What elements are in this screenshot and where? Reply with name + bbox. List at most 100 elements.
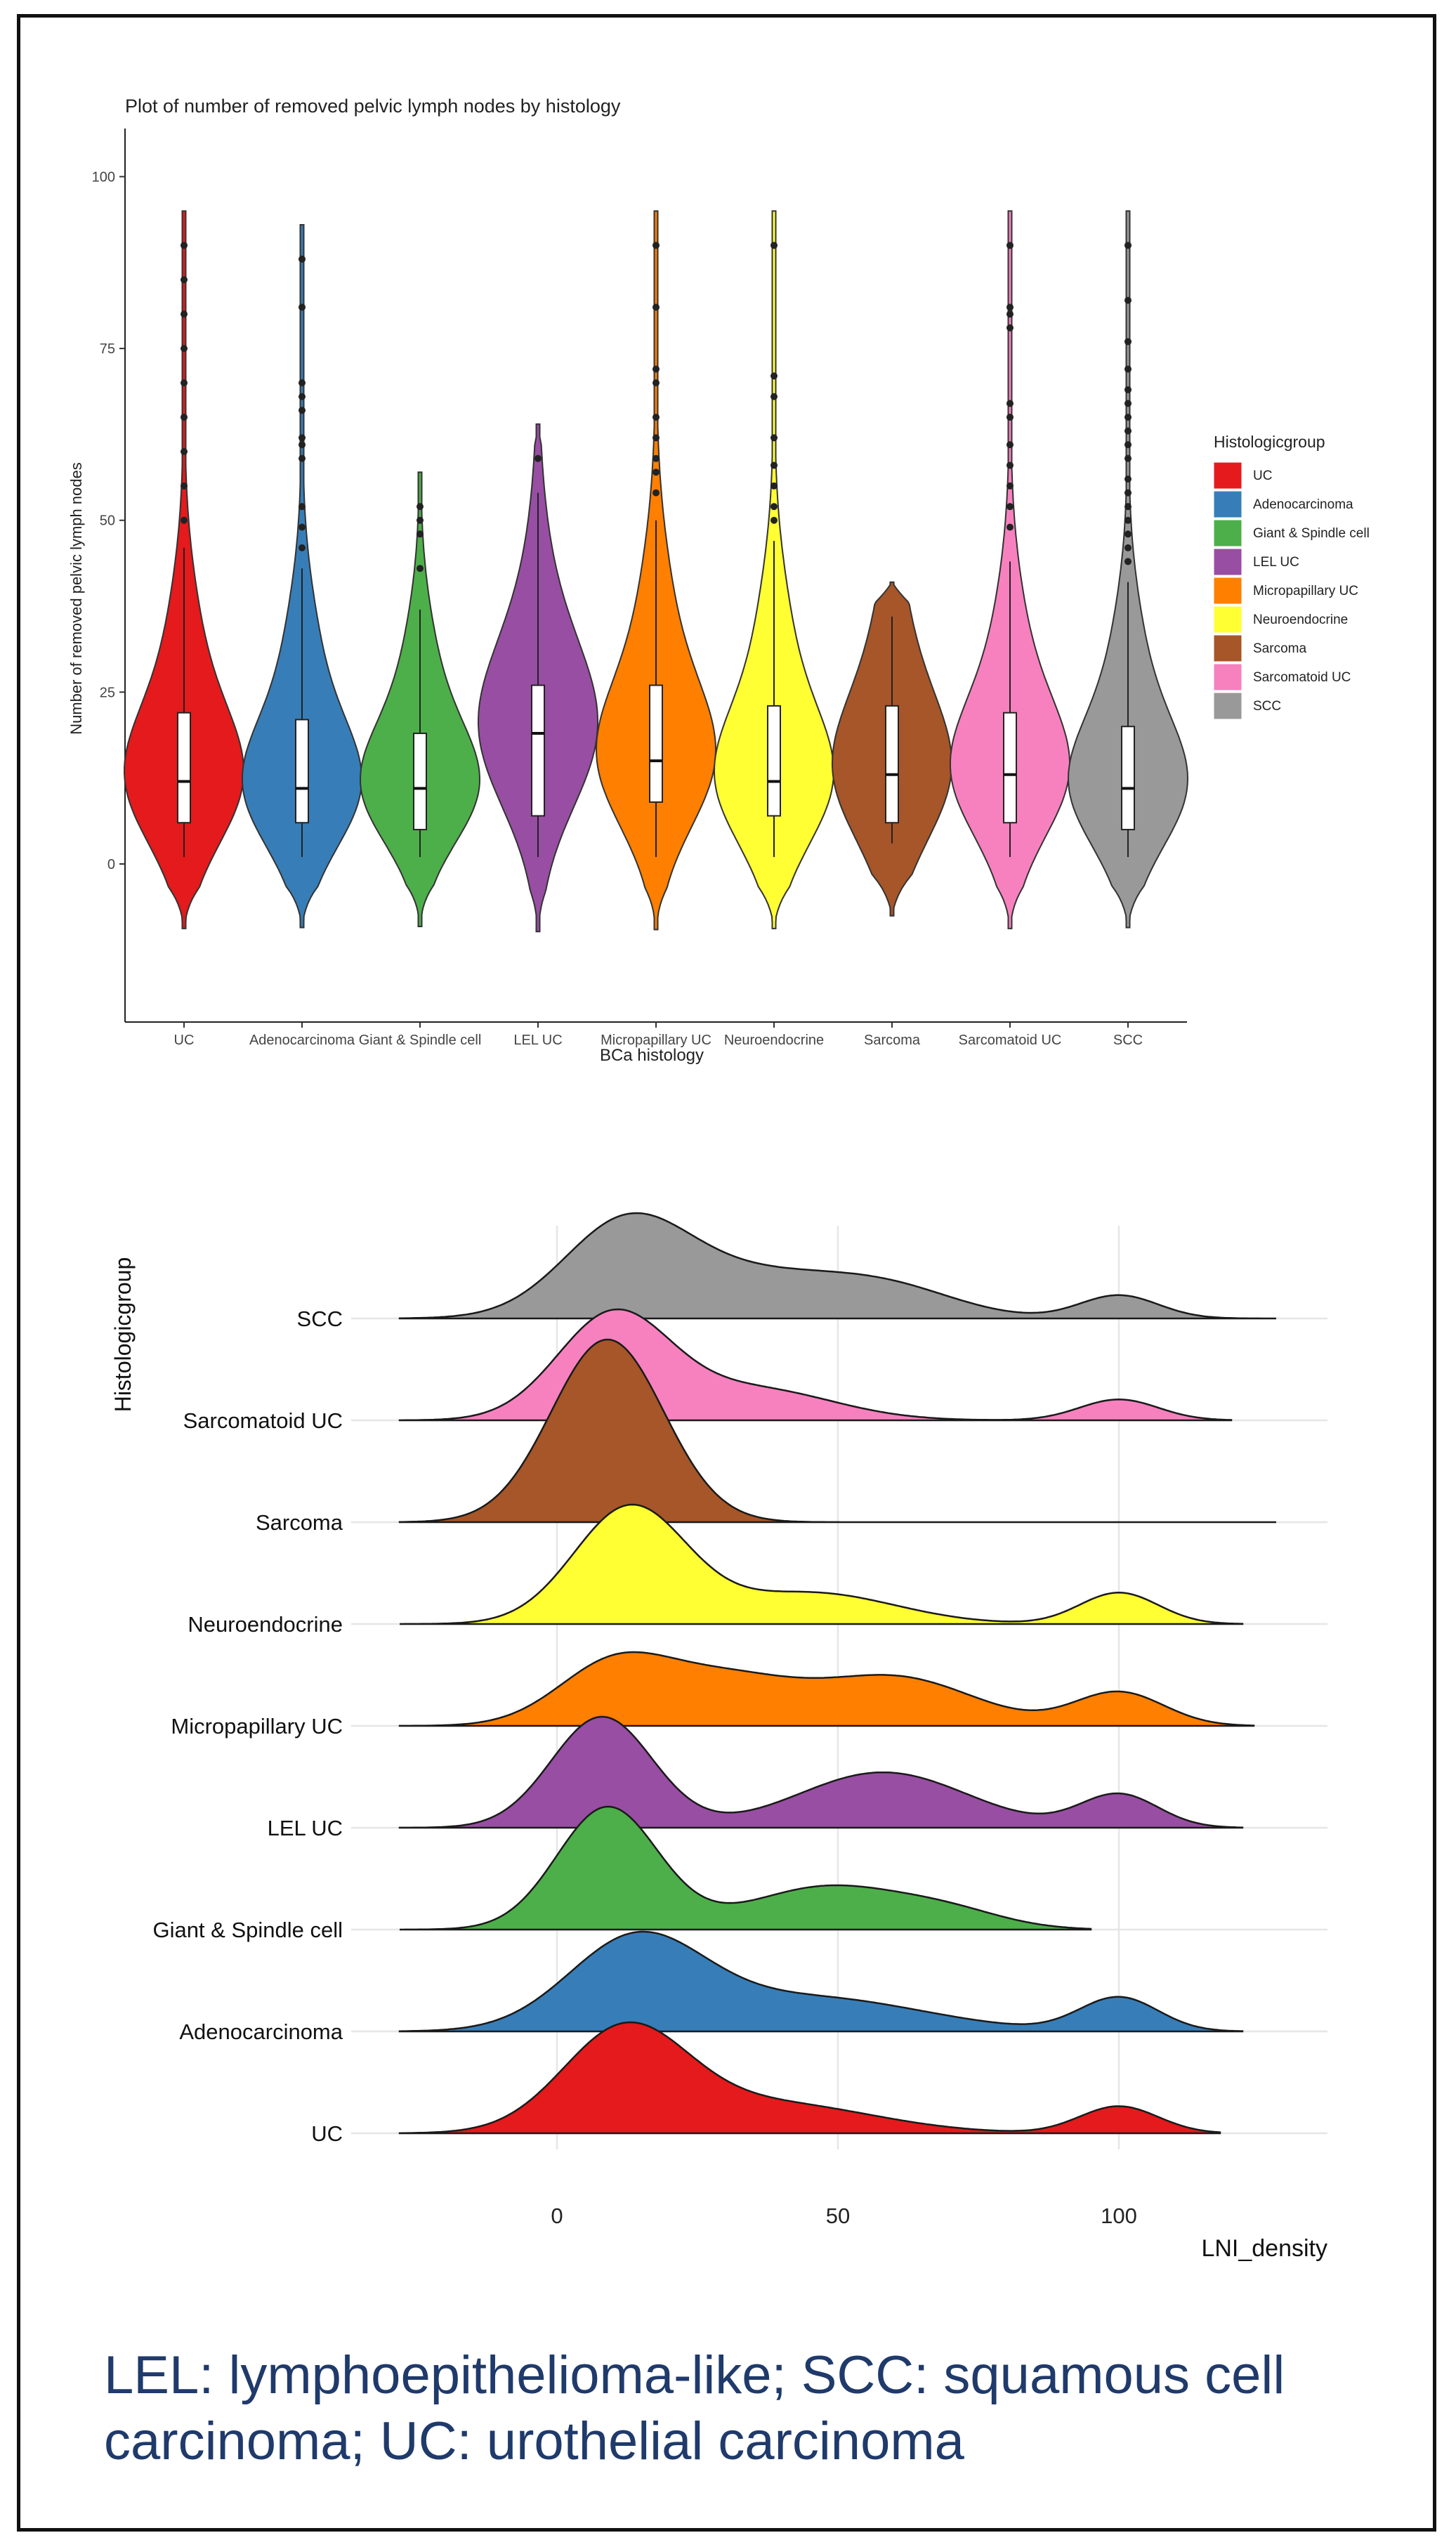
ridge-label-scc: SCC — [297, 1307, 343, 1331]
legend-label-micropapillary-uc: Micropapillary UC — [1253, 584, 1358, 598]
legend-label-giant-spindle-cell: Giant & Spindle cell — [1253, 526, 1370, 541]
outlier-scc — [1124, 530, 1132, 538]
violin-x-tick-label: Adenocarcinoma — [249, 1033, 355, 1048]
outlier-scc — [1124, 427, 1132, 435]
outlier-adenocarcinoma — [299, 523, 306, 531]
outlier-micropapillary-uc — [652, 454, 660, 462]
outlier-scc — [1124, 242, 1132, 249]
outlier-giant-spindle-cell — [417, 530, 424, 538]
violin-plot-area — [123, 210, 1189, 933]
outlier-uc — [181, 310, 188, 318]
ridge-label-sarcomatoid-uc: Sarcomatoid UC — [183, 1408, 343, 1433]
outlier-neuroendocrine — [770, 434, 778, 442]
violin-title: Plot of number of removed pelvic lymph n… — [125, 96, 621, 117]
ridge-y-axis-label: Histologicgroup — [110, 1257, 136, 1413]
legend-label-sarcomatoid-uc: Sarcomatoid UC — [1253, 670, 1351, 685]
outlier-micropapillary-uc — [652, 365, 660, 373]
outlier-sarcomatoid-uc — [1006, 503, 1014, 511]
outlier-sarcomatoid-uc — [1006, 482, 1014, 490]
ridge-x-tick-label: 50 — [826, 2204, 850, 2228]
ridge-label-uc: UC — [311, 2121, 343, 2146]
legend-label-lel-uc: LEL UC — [1253, 555, 1299, 570]
legend-swatch-sarcoma — [1213, 634, 1242, 662]
legend-swatch-uc — [1213, 461, 1242, 490]
legend-label-sarcoma: Sarcoma — [1253, 641, 1306, 656]
outlier-scc — [1124, 503, 1132, 511]
ridge-plot-area — [398, 1212, 1276, 2135]
outlier-sarcomatoid-uc — [1006, 303, 1014, 311]
outlier-sarcomatoid-uc — [1006, 324, 1014, 332]
outlier-scc — [1124, 558, 1132, 565]
outlier-adenocarcinoma — [299, 407, 306, 414]
outlier-scc — [1124, 441, 1132, 449]
outlier-adenocarcinoma — [299, 434, 306, 442]
outlier-sarcomatoid-uc — [1006, 523, 1014, 531]
box-scc — [1121, 726, 1135, 831]
violin-x-tick-label: Neuroendocrine — [724, 1033, 824, 1048]
legend-swatch-giant-spindle-cell — [1213, 519, 1242, 547]
outlier-scc — [1124, 544, 1132, 551]
outlier-scc — [1124, 296, 1132, 304]
outlier-scc — [1124, 400, 1132, 407]
violin-y-tick-label: 0 — [107, 857, 115, 872]
legend-label-uc: UC — [1253, 469, 1272, 483]
legend-label-adenocarcinoma: Adenocarcinoma — [1253, 497, 1353, 512]
legend-label-scc: SCC — [1253, 699, 1281, 714]
ridge-lel-uc — [398, 1715, 1244, 1829]
outlier-scc — [1124, 413, 1132, 421]
violin-x-tick-label: Giant & Spindle cell — [359, 1033, 482, 1048]
outlier-sarcomatoid-uc — [1006, 413, 1014, 421]
ridge-x-axis-label: LNI_density — [1201, 2235, 1327, 2262]
outlier-adenocarcinoma — [299, 303, 306, 311]
outlier-adenocarcinoma — [299, 441, 306, 449]
ridge-micropapillary-uc — [398, 1651, 1255, 1727]
outlier-scc — [1124, 476, 1132, 483]
outlier-neuroendocrine — [770, 503, 778, 511]
ridge-giant-spindle-cell — [400, 1805, 1092, 1931]
ridge-x-tick-label: 100 — [1101, 2204, 1137, 2228]
violin-x-tick-label: UC — [174, 1033, 195, 1048]
box-neuroendocrine — [767, 705, 781, 817]
violin-y-tick-label: 75 — [100, 341, 115, 357]
legend-swatch-adenocarcinoma — [1213, 490, 1242, 518]
violin-x-tick-label: Sarcoma — [864, 1033, 921, 1048]
violin-y-tick-label: 25 — [100, 685, 115, 700]
outlier-scc — [1124, 454, 1132, 462]
outlier-uc — [181, 482, 188, 490]
outlier-neuroendocrine — [770, 516, 778, 524]
outlier-micropapillary-uc — [652, 303, 660, 311]
outlier-neuroendocrine — [770, 482, 778, 490]
outlier-adenocarcinoma — [299, 544, 306, 551]
outlier-uc — [181, 413, 188, 421]
box-sarcomatoid-uc — [1003, 712, 1017, 824]
outlier-micropapillary-uc — [652, 469, 660, 476]
outlier-neuroendocrine — [770, 461, 778, 469]
outlier-scc — [1124, 365, 1132, 373]
ridge-sarcomatoid-uc — [398, 1308, 1233, 1422]
box-micropapillary-uc — [649, 684, 663, 803]
outlier-uc — [181, 379, 188, 387]
outlier-micropapillary-uc — [652, 242, 660, 249]
outlier-micropapillary-uc — [652, 489, 660, 497]
legend-swatch-sarcomatoid-uc — [1213, 663, 1242, 691]
ridge-uc — [398, 2021, 1221, 2135]
ridge-label-micropapillary-uc: Micropapillary UC — [171, 1714, 343, 1739]
ridge-grid: 0 50 100 — [351, 1226, 1327, 2228]
outlier-micropapillary-uc — [652, 379, 660, 387]
outlier-uc — [181, 345, 188, 353]
outlier-giant-spindle-cell — [417, 565, 424, 572]
violin-scc — [1067, 210, 1189, 929]
violin-y-axis-label: Number of removed pelvic lymph nodes — [67, 462, 85, 735]
outlier-scc — [1124, 516, 1132, 524]
outlier-giant-spindle-cell — [417, 516, 424, 524]
legend-title: Histologicgroup — [1214, 433, 1325, 451]
outlier-adenocarcinoma — [299, 393, 306, 400]
ridge-adenocarcinoma — [398, 1930, 1244, 2033]
outlier-giant-spindle-cell — [417, 503, 424, 511]
outlier-adenocarcinoma — [299, 255, 306, 263]
ridge-sarcoma — [398, 1338, 1276, 1524]
violin-legend: Histologicgroup UC Adenocarcinoma Giant & … — [1213, 433, 1370, 720]
violin-x-tick-label: SCC — [1113, 1033, 1143, 1048]
outlier-adenocarcinoma — [299, 454, 306, 462]
ridge-label-neuroendocrine: Neuroendocrine — [188, 1612, 343, 1637]
